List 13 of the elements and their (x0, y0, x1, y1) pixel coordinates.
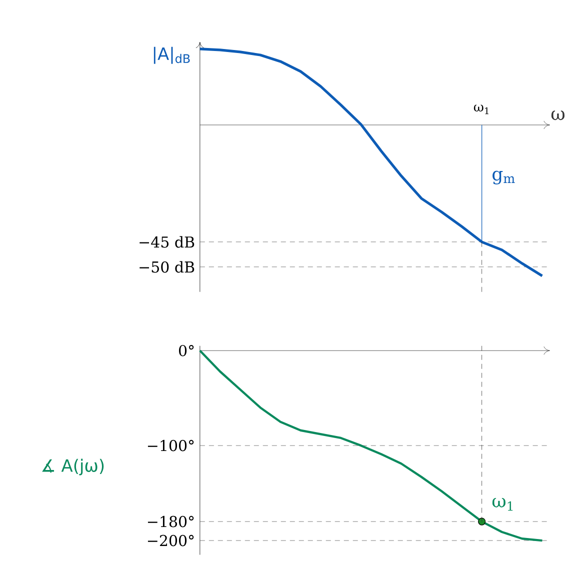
y-axis-title: ∡ A(jω) (42, 458, 104, 476)
ref-line-label: ω (551, 110, 564, 120)
annotation: g$_{m}$ (492, 170, 515, 184)
y-tick-label: −200° (148, 534, 194, 546)
y-tick-label: 0° (179, 345, 194, 356)
y-tick-label: −50 dB (140, 261, 194, 273)
y-tick-label: −45 dB (140, 236, 194, 248)
annotation: ω$_{1}$ (492, 498, 513, 511)
annotation: ω$_{1}$ (474, 104, 488, 114)
y-axis-title: |A|$_{dB}$ (154, 46, 190, 64)
line-series (198, 48, 544, 278)
y-tick-label: −100° (148, 440, 194, 452)
y-tick-label: −180° (148, 516, 194, 528)
